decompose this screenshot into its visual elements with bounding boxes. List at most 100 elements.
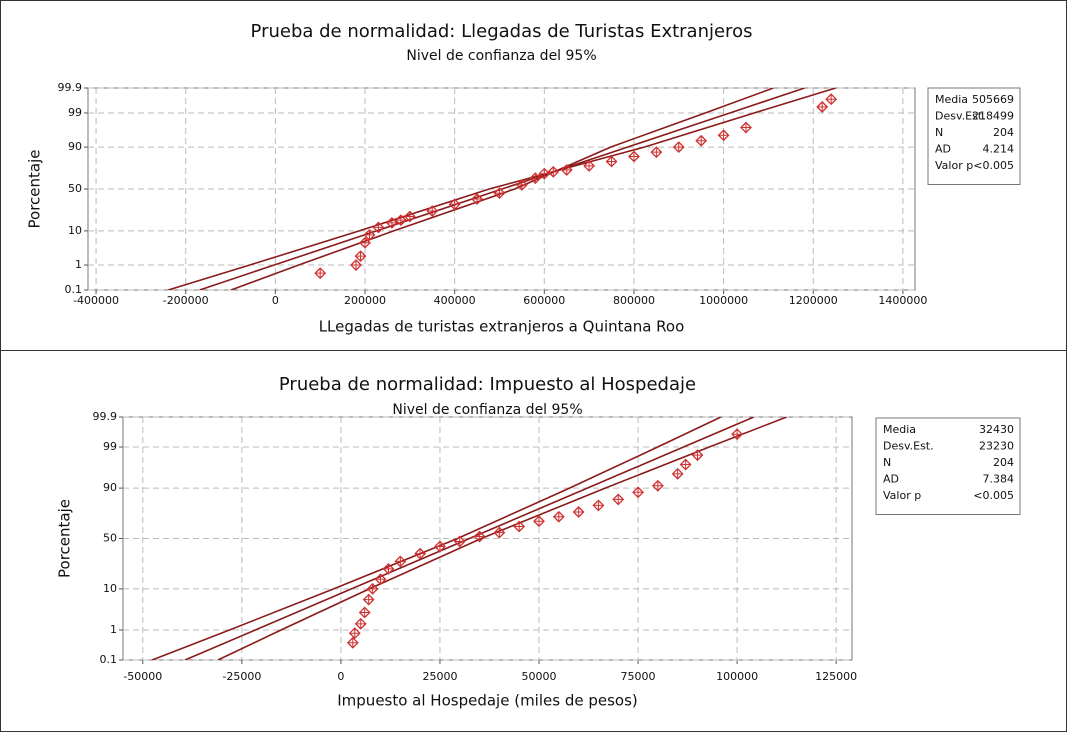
- data-point: [717, 129, 730, 142]
- chart-subtitle: Nivel de confianza del 95%: [392, 402, 582, 418]
- data-point: [691, 449, 704, 462]
- x-tick-label: 0: [272, 294, 279, 307]
- data-point: [434, 540, 446, 553]
- x-tick-label: 200000: [344, 294, 386, 307]
- fit-line: [184, 417, 755, 660]
- data-point: [671, 467, 684, 480]
- x-tick-label: 1400000: [878, 294, 927, 307]
- stats-value: 4.214: [983, 143, 1015, 156]
- data-point: [471, 193, 483, 205]
- data-point: [448, 198, 461, 211]
- data-point: [605, 155, 618, 168]
- data-point: [679, 458, 692, 471]
- y-tick-label: 1: [110, 623, 117, 636]
- x-tick-label: 800000: [613, 294, 655, 307]
- y-tick-label: 90: [103, 481, 117, 494]
- data-point: [632, 486, 644, 499]
- stats-label: Valor p: [883, 489, 921, 502]
- data-point: [363, 229, 376, 241]
- stats-value: 204: [993, 456, 1014, 469]
- x-tick-label: -200000: [163, 294, 209, 307]
- data-point: [612, 493, 625, 506]
- stats-label: N: [935, 126, 943, 139]
- data-point: [354, 250, 367, 263]
- x-tick-label: -400000: [73, 294, 119, 307]
- data-point: [473, 530, 486, 543]
- data-point: [358, 606, 371, 619]
- data-point: [359, 236, 371, 249]
- data-point: [740, 121, 752, 134]
- x-tick-label: -25000: [222, 670, 261, 683]
- data-point: [529, 172, 542, 185]
- stats-label: N: [883, 456, 891, 469]
- x-tick-label: 400000: [434, 294, 476, 307]
- y-tick-label: 10: [103, 582, 117, 595]
- stats-box: [875, 417, 1021, 515]
- y-tick-label: 1: [75, 258, 82, 271]
- data-point: [513, 520, 526, 533]
- data-point: [493, 526, 506, 539]
- y-tick-label: 0.1: [65, 283, 83, 296]
- data-point: [346, 636, 359, 649]
- data-point: [414, 547, 427, 560]
- stats-label: Valor p: [935, 159, 973, 172]
- data-point: [374, 573, 387, 586]
- y-tick-label: 99.9: [58, 81, 83, 94]
- y-tick-label: 99.9: [93, 410, 118, 423]
- data-point: [453, 535, 466, 548]
- stats-value: 218499: [972, 110, 1014, 123]
- data-point: [533, 515, 545, 528]
- stats-label: Desv.Est.: [935, 110, 986, 123]
- data-point: [560, 164, 573, 176]
- x-tick-label: 600000: [523, 294, 565, 307]
- fit-line: [167, 88, 836, 290]
- data-point: [403, 210, 416, 223]
- data-point: [672, 141, 685, 154]
- x-tick-label: 75000: [621, 670, 656, 683]
- data-point: [695, 134, 708, 147]
- y-axis-label: Porcentaje: [56, 499, 74, 578]
- data-point: [354, 617, 367, 630]
- y-tick-label: 50: [103, 532, 117, 545]
- x-tick-label: 50000: [522, 670, 557, 683]
- stats-box: [927, 87, 1021, 185]
- data-point: [385, 216, 398, 229]
- fit-line: [217, 417, 787, 660]
- stats-label: AD: [883, 473, 899, 486]
- stats-value: 7.384: [983, 473, 1015, 486]
- data-point: [426, 205, 439, 217]
- data-point: [382, 562, 395, 575]
- data-point: [572, 506, 585, 518]
- x-axis-label: LLegadas de turistas extranjeros a Quint…: [319, 318, 685, 336]
- data-point: [394, 555, 407, 568]
- stats-label: Media: [935, 93, 968, 106]
- x-axis-label: Impuesto al Hospedaje (miles de pesos): [337, 692, 638, 710]
- x-tick-label: 1000000: [699, 294, 748, 307]
- stats-value: <0.005: [973, 489, 1014, 502]
- chart-title: Prueba de normalidad: Impuesto al Hosped…: [279, 374, 696, 395]
- chart-subtitle: Nivel de confianza del 95%: [406, 48, 596, 64]
- stats-value: 204: [993, 126, 1014, 139]
- x-tick-label: 0: [337, 670, 344, 683]
- y-tick-label: 99: [68, 106, 82, 119]
- data-point: [731, 428, 744, 441]
- data-point: [362, 593, 375, 606]
- stats-value: 505669: [972, 93, 1014, 106]
- data-point: [651, 479, 664, 492]
- data-point: [628, 150, 640, 163]
- data-point: [348, 627, 361, 640]
- x-tick-label: 100000: [716, 670, 758, 683]
- stats-value: 32430: [979, 423, 1014, 436]
- y-tick-label: 10: [68, 224, 82, 237]
- data-point: [583, 159, 596, 172]
- data-point: [350, 259, 362, 271]
- y-tick-label: 90: [68, 140, 82, 153]
- x-tick-label: 25000: [422, 670, 457, 683]
- data-point: [650, 146, 663, 159]
- chart-title: Prueba de normalidad: Llegadas de Turist…: [251, 21, 753, 42]
- stats-label: AD: [935, 143, 951, 156]
- data-point: [547, 165, 560, 178]
- fit-line: [230, 88, 774, 290]
- y-tick-label: 0.1: [100, 653, 118, 666]
